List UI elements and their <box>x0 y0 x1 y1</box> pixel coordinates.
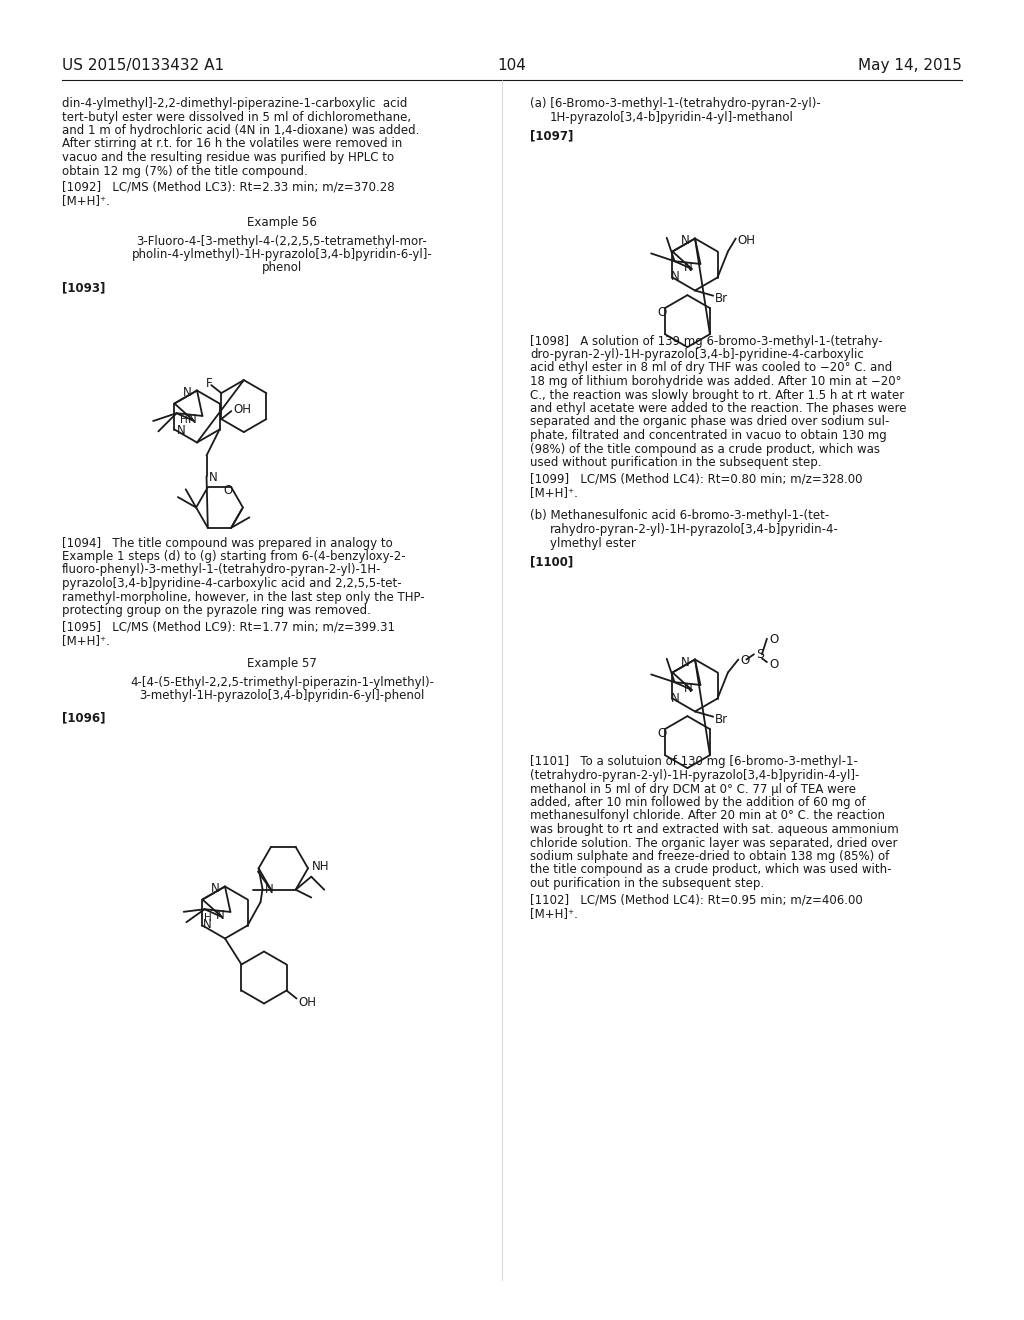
Text: N: N <box>211 882 220 895</box>
Text: din-4-ylmethyl]-2,2-dimethyl-piperazine-1-carboxylic  acid: din-4-ylmethyl]-2,2-dimethyl-piperazine-… <box>62 96 408 110</box>
Text: [1098]   A solution of 139 mg 6-bromo-3-methyl-1-(tetrahy-: [1098] A solution of 139 mg 6-bromo-3-me… <box>530 334 883 347</box>
Text: used without purification in the subsequent step.: used without purification in the subsequ… <box>530 455 821 469</box>
Text: N: N <box>671 692 679 705</box>
Text: (b) Methanesulfonic acid 6-bromo-3-methyl-1-(tet-: (b) Methanesulfonic acid 6-bromo-3-methy… <box>530 510 829 523</box>
Text: ylmethyl ester: ylmethyl ester <box>550 536 636 549</box>
Text: F: F <box>206 378 213 391</box>
Text: H: H <box>180 414 187 425</box>
Text: O: O <box>769 632 778 645</box>
Text: obtain 12 mg (7%) of the title compound.: obtain 12 mg (7%) of the title compound. <box>62 165 308 177</box>
Text: 4-[4-(5-Ethyl-2,2,5-trimethyl-piperazin-1-ylmethyl)-: 4-[4-(5-Ethyl-2,2,5-trimethyl-piperazin-… <box>130 676 434 689</box>
Text: [1097]: [1097] <box>530 129 573 143</box>
Text: (tetrahydro-pyran-2-yl)-1H-pyrazolo[3,4-b]pyridin-4-yl]-: (tetrahydro-pyran-2-yl)-1H-pyrazolo[3,4-… <box>530 770 859 781</box>
Text: was brought to rt and extracted with sat. aqueous ammonium: was brought to rt and extracted with sat… <box>530 822 899 836</box>
Text: [1099]   LC/MS (Method LC4): Rt=0.80 min; m/z=328.00: [1099] LC/MS (Method LC4): Rt=0.80 min; … <box>530 473 862 486</box>
Text: added, after 10 min followed by the addition of 60 mg of: added, after 10 min followed by the addi… <box>530 796 865 809</box>
Text: OH: OH <box>737 235 756 248</box>
Text: NH: NH <box>312 861 330 874</box>
Text: pholin-4-ylmethyl)-1H-pyrazolo[3,4-b]pyridin-6-yl]-: pholin-4-ylmethyl)-1H-pyrazolo[3,4-b]pyr… <box>132 248 432 261</box>
Text: [1102]   LC/MS (Method LC4): Rt=0.95 min; m/z=406.00: [1102] LC/MS (Method LC4): Rt=0.95 min; … <box>530 894 863 907</box>
Text: and ethyl acetate were added to the reaction. The phases were: and ethyl acetate were added to the reac… <box>530 403 906 414</box>
Text: S: S <box>756 648 764 661</box>
Text: 3-methyl-1H-pyrazolo[3,4-b]pyridin-6-yl]-phenol: 3-methyl-1H-pyrazolo[3,4-b]pyridin-6-yl]… <box>139 689 425 702</box>
Text: methanol in 5 ml of dry DCM at 0° C. 77 μl of TEA were: methanol in 5 ml of dry DCM at 0° C. 77 … <box>530 783 856 796</box>
Text: [1096]: [1096] <box>62 711 105 723</box>
Text: N: N <box>684 682 692 694</box>
Text: [M+H]⁺.: [M+H]⁺. <box>62 194 110 207</box>
Text: N: N <box>176 424 185 437</box>
Text: out purification in the subsequent step.: out purification in the subsequent step. <box>530 876 764 890</box>
Text: dro-pyran-2-yl)-1H-pyrazolo[3,4-b]-pyridine-4-carboxylic: dro-pyran-2-yl)-1H-pyrazolo[3,4-b]-pyrid… <box>530 348 864 360</box>
Text: (98%) of the title compound as a crude product, which was: (98%) of the title compound as a crude p… <box>530 442 880 455</box>
Text: N: N <box>264 883 273 896</box>
Text: N: N <box>183 385 191 399</box>
Text: Example 1 steps (d) to (g) starting from 6-(4-benzyloxy-2-: Example 1 steps (d) to (g) starting from… <box>62 550 406 564</box>
Text: N: N <box>684 261 692 273</box>
Text: [M+H]⁺.: [M+H]⁺. <box>530 486 578 499</box>
Text: H: H <box>204 913 212 923</box>
Text: Example 56: Example 56 <box>247 216 317 228</box>
Text: phenol: phenol <box>262 261 302 275</box>
Text: C., the reaction was slowly brought to rt. After 1.5 h at rt water: C., the reaction was slowly brought to r… <box>530 388 904 401</box>
Text: Br: Br <box>715 292 728 305</box>
Text: separated and the organic phase was dried over sodium sul-: separated and the organic phase was drie… <box>530 416 890 429</box>
Text: N: N <box>216 909 224 921</box>
Text: N: N <box>187 413 197 426</box>
Text: 1H-pyrazolo[3,4-b]pyridin-4-yl]-methanol: 1H-pyrazolo[3,4-b]pyridin-4-yl]-methanol <box>550 111 794 124</box>
Text: the title compound as a crude product, which was used with-: the title compound as a crude product, w… <box>530 863 892 876</box>
Text: pyrazolo[3,4-b]pyridine-4-carboxylic acid and 2,2,5,5-tet-: pyrazolo[3,4-b]pyridine-4-carboxylic aci… <box>62 577 401 590</box>
Text: (a) [6-Bromo-3-methyl-1-(tetrahydro-pyran-2-yl)-: (a) [6-Bromo-3-methyl-1-(tetrahydro-pyra… <box>530 96 821 110</box>
Text: O: O <box>223 484 232 498</box>
Text: vacuo and the resulting residue was purified by HPLC to: vacuo and the resulting residue was puri… <box>62 150 394 164</box>
Text: [1100]: [1100] <box>530 554 573 568</box>
Text: [M+H]⁺.: [M+H]⁺. <box>530 907 578 920</box>
Text: protecting group on the pyrazole ring was removed.: protecting group on the pyrazole ring wa… <box>62 605 371 616</box>
Text: O: O <box>769 659 778 671</box>
Text: [1093]: [1093] <box>62 281 105 294</box>
Text: N: N <box>203 919 211 932</box>
Text: N: N <box>681 656 690 668</box>
Text: tert-butyl ester were dissolved in 5 ml of dichloromethane,: tert-butyl ester were dissolved in 5 ml … <box>62 111 411 124</box>
Text: [1094]   The title compound was prepared in analogy to: [1094] The title compound was prepared i… <box>62 536 393 549</box>
Text: Example 57: Example 57 <box>247 657 317 671</box>
Text: fluoro-phenyl)-3-methyl-1-(tetrahydro-pyran-2-yl)-1H-: fluoro-phenyl)-3-methyl-1-(tetrahydro-py… <box>62 564 382 577</box>
Text: N: N <box>681 235 690 248</box>
Text: [1095]   LC/MS (Method LC9): Rt=1.77 min; m/z=399.31: [1095] LC/MS (Method LC9): Rt=1.77 min; … <box>62 620 395 634</box>
Text: and 1 m of hydrochloric acid (4N in 1,4-dioxane) was added.: and 1 m of hydrochloric acid (4N in 1,4-… <box>62 124 420 137</box>
Text: chloride solution. The organic layer was separated, dried over: chloride solution. The organic layer was… <box>530 837 897 850</box>
Text: [1092]   LC/MS (Method LC3): Rt=2.33 min; m/z=370.28: [1092] LC/MS (Method LC3): Rt=2.33 min; … <box>62 181 394 194</box>
Text: O: O <box>656 306 667 319</box>
Text: 3-Fluoro-4-[3-methyl-4-(2,2,5,5-tetramethyl-mor-: 3-Fluoro-4-[3-methyl-4-(2,2,5,5-tetramet… <box>136 235 427 248</box>
Text: 104: 104 <box>498 58 526 73</box>
Text: N: N <box>209 471 217 484</box>
Text: After stirring at r.t. for 16 h the volatiles were removed in: After stirring at r.t. for 16 h the vola… <box>62 137 402 150</box>
Text: acid ethyl ester in 8 ml of dry THF was cooled to −20° C. and: acid ethyl ester in 8 ml of dry THF was … <box>530 362 892 375</box>
Text: [1101]   To a solutuion of 130 mg [6-bromo-3-methyl-1-: [1101] To a solutuion of 130 mg [6-bromo… <box>530 755 858 768</box>
Text: May 14, 2015: May 14, 2015 <box>858 58 962 73</box>
Text: ramethyl-morpholine, however, in the last step only the THP-: ramethyl-morpholine, however, in the las… <box>62 590 425 603</box>
Text: 18 mg of lithium borohydride was added. After 10 min at −20°: 18 mg of lithium borohydride was added. … <box>530 375 901 388</box>
Text: US 2015/0133432 A1: US 2015/0133432 A1 <box>62 58 224 73</box>
Text: N: N <box>671 271 679 284</box>
Text: sodium sulphate and freeze-dried to obtain 138 mg (85%) of: sodium sulphate and freeze-dried to obta… <box>530 850 889 863</box>
Text: Br: Br <box>715 713 728 726</box>
Text: OH: OH <box>299 995 316 1008</box>
Text: O: O <box>740 653 750 667</box>
Text: OH: OH <box>233 403 251 416</box>
Text: rahydro-pyran-2-yl)-1H-pyrazolo[3,4-b]pyridin-4-: rahydro-pyran-2-yl)-1H-pyrazolo[3,4-b]py… <box>550 523 839 536</box>
Text: [M+H]⁺.: [M+H]⁺. <box>62 634 110 647</box>
Text: methanesulfonyl chloride. After 20 min at 0° C. the reaction: methanesulfonyl chloride. After 20 min a… <box>530 809 885 822</box>
Text: O: O <box>656 727 667 741</box>
Text: phate, filtrated and concentrated in vacuo to obtain 130 mg: phate, filtrated and concentrated in vac… <box>530 429 887 442</box>
